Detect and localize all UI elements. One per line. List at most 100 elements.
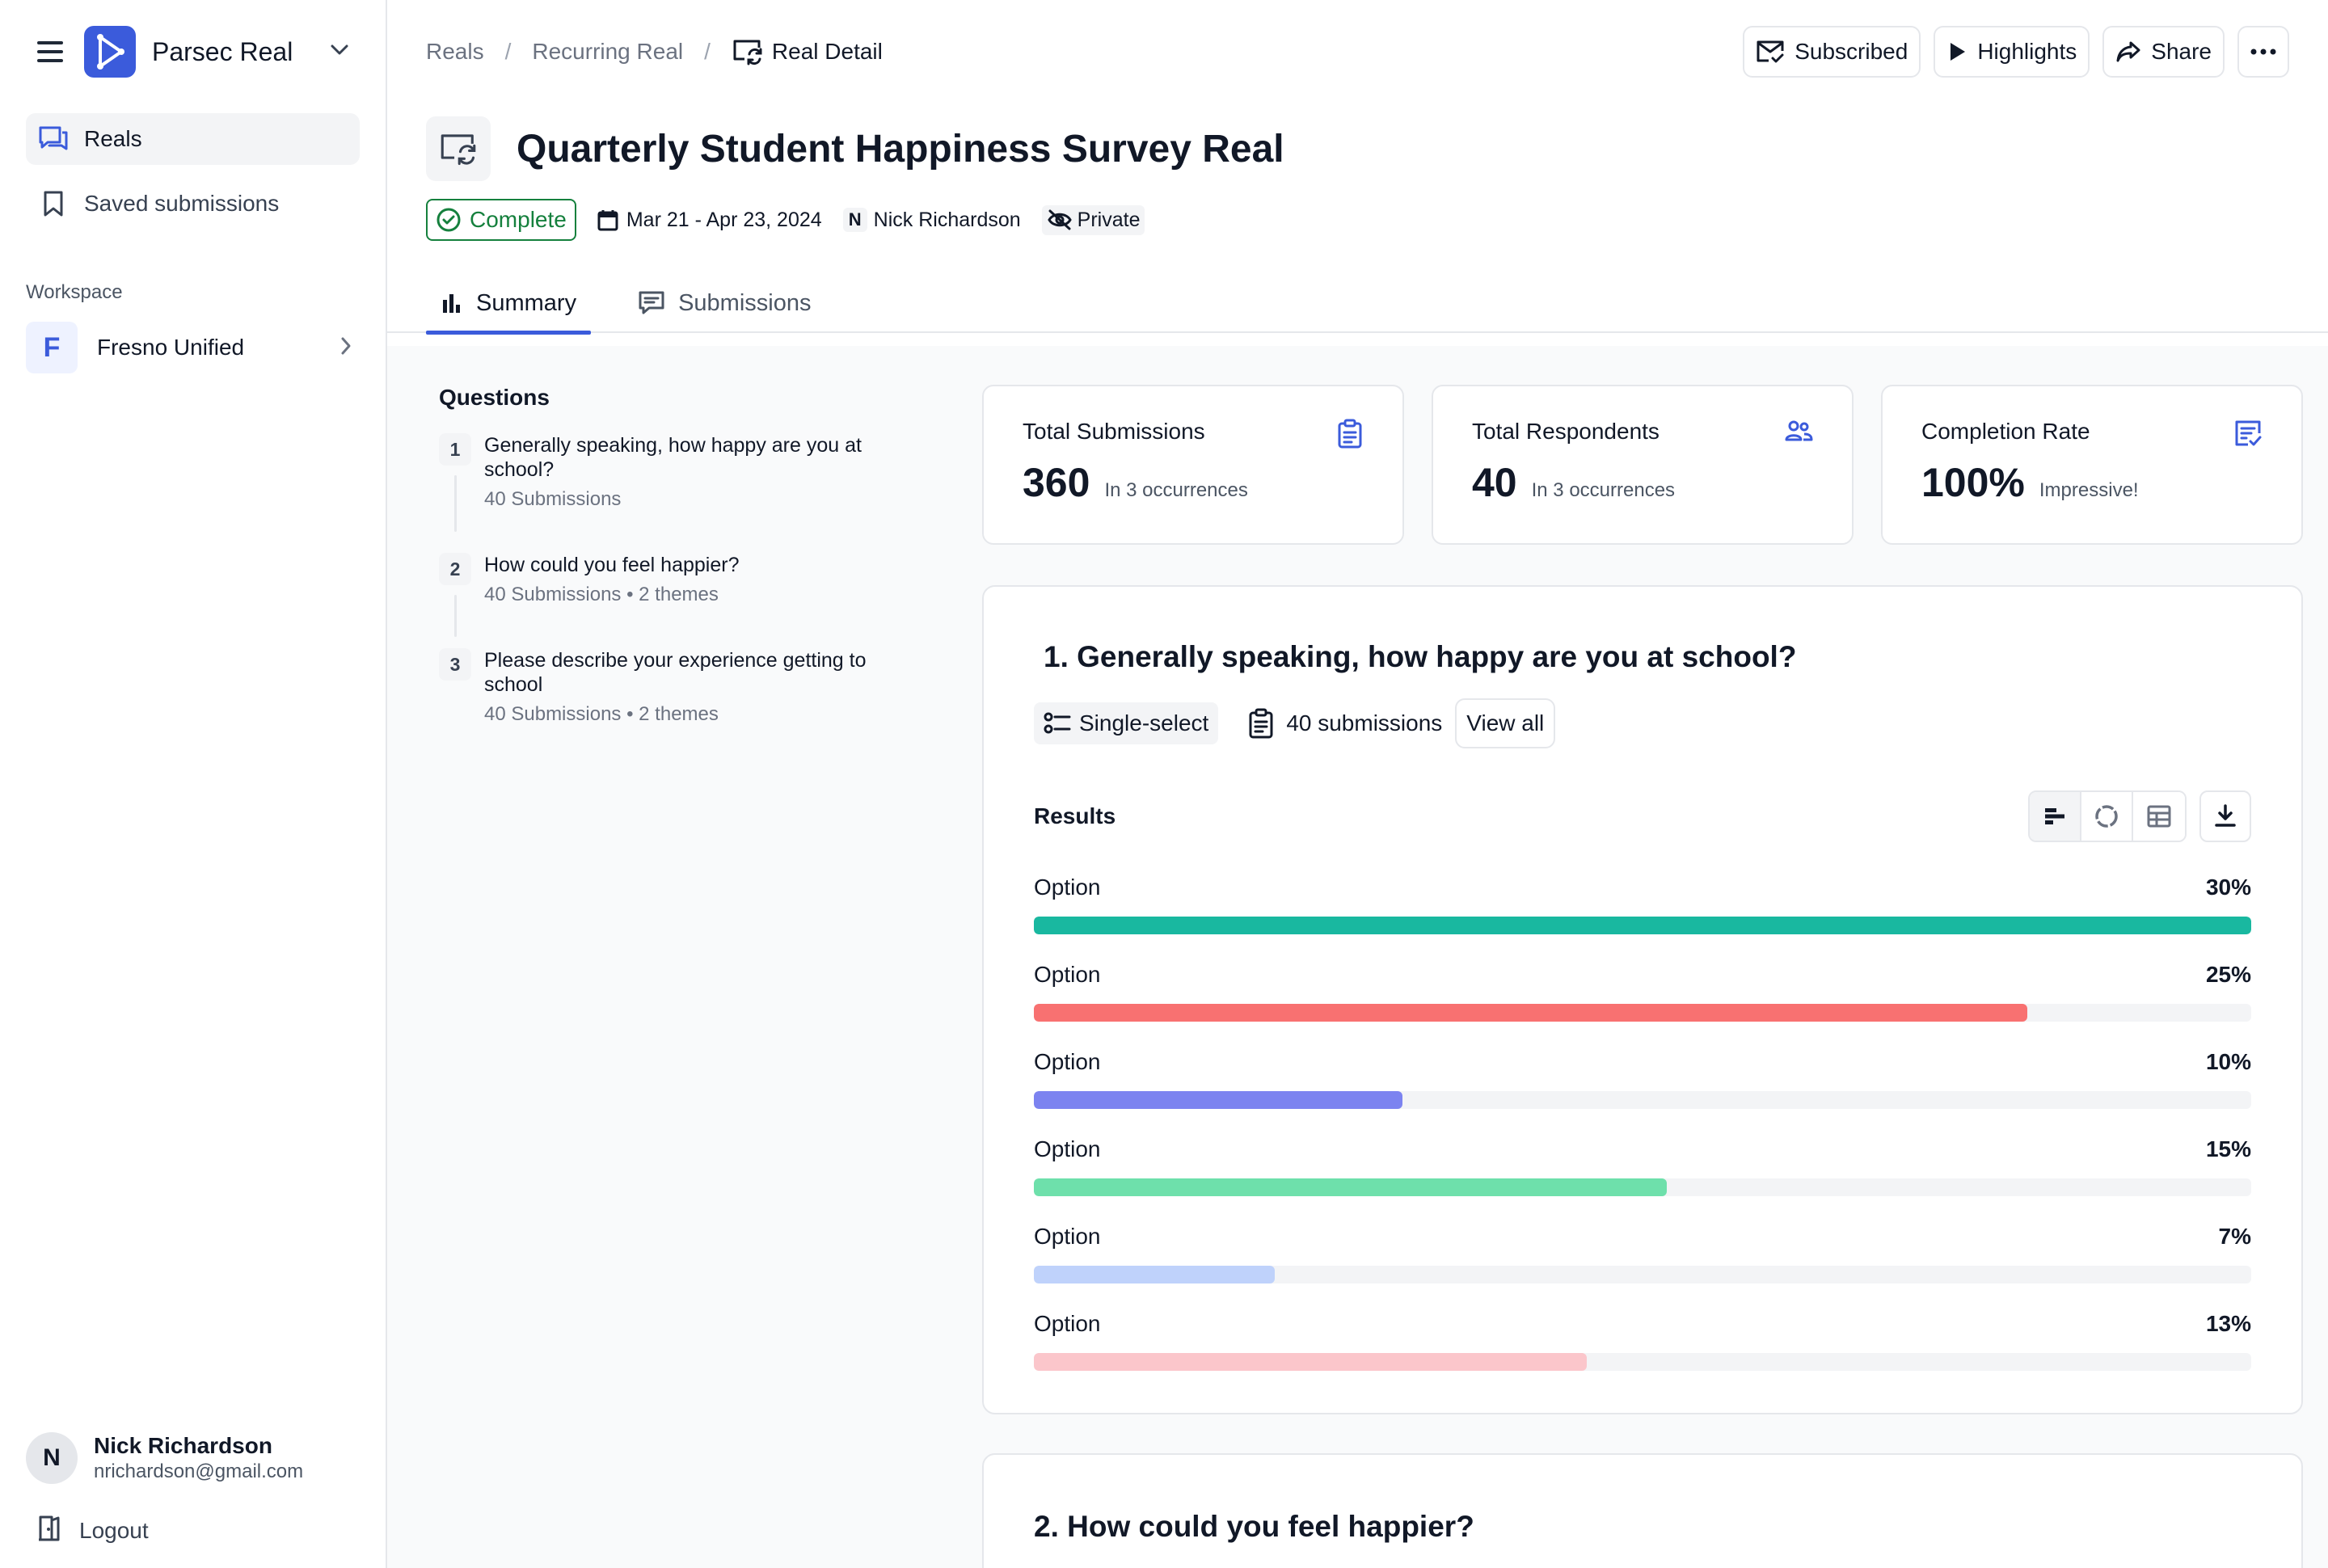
check-circle-icon [436,208,461,232]
share-icon [2116,41,2140,62]
questions-list: Questions 1 Generally speaking, how happ… [439,385,892,726]
stat-card-total-submissions: Total Submissions 360 In 3 occurrences [982,385,1404,545]
visibility-label: Private [1077,208,1141,231]
question-meta: 40 Submissions [484,488,622,510]
mail-check-icon [1757,40,1784,63]
owner-avatar: N [842,208,867,232]
subscribed-button[interactable]: Subscribed [1743,26,1921,78]
questions-heading: Questions [439,385,550,410]
download-icon [2215,804,2236,827]
bar-view-button[interactable] [2030,792,2081,841]
question-result-title: 1. Generally speaking, how happy are you… [1044,640,1797,673]
header-actions: Subscribed Highlights Share [1743,26,2289,78]
bar-option-label: Option [1034,962,1101,987]
bar-track [1034,1353,2251,1371]
breadcrumb: Reals / Recurring Real / Real Detail [426,38,883,65]
result-bar-row: Option 15% [1034,1119,2251,1206]
question-item-1[interactable]: 1 Generally speaking, how happy are you … [439,433,892,553]
recurring-screen-icon [426,116,491,181]
bar-track [1034,1004,2251,1022]
stat-value: 100% [1921,460,2025,505]
question-item-3[interactable]: 3 Please describe your experience gettin… [439,648,892,726]
question-number: 3 [439,648,471,681]
bar-fill [1034,1353,1587,1371]
question-connector [454,475,457,532]
share-button[interactable]: Share [2102,26,2225,78]
status-label: Complete [470,207,567,232]
user-name: Nick Richardson [94,1433,272,1458]
donut-chart-icon [2095,805,2118,828]
recurring-screen-icon [733,40,762,65]
summary-content: Questions 1 Generally speaking, how happ… [387,346,2328,1568]
page-meta: Complete Mar 21 - Apr 23, 2024 N Nick Ri… [426,199,2289,241]
bar-chart-icon [443,294,460,313]
breadcrumb-current-label: Real Detail [771,39,883,64]
page-title: Quarterly Student Happiness Survey Real [517,127,1284,171]
breadcrumb-item-recurring-real[interactable]: Recurring Real [532,39,684,64]
question-title: Please describe your experience getting … [484,649,867,696]
breadcrumb-item-reals[interactable]: Reals [426,39,484,64]
date-range: Mar 21 - Apr 23, 2024 [597,209,822,232]
bookmark-icon [37,188,70,220]
question-connector [454,595,457,637]
bar-fill [1034,1178,1668,1196]
share-label: Share [2151,39,2212,64]
bar-track [1034,1178,2251,1196]
tab-summary[interactable]: Summary [426,273,592,335]
bar-percent-label: 13% [2205,1311,2251,1336]
donut-view-button[interactable] [2081,792,2133,841]
tab-submissions[interactable]: Submissions [623,273,825,333]
results-label: Results [1034,803,1116,828]
highlights-label: Highlights [1977,39,2077,64]
stat-value: 360 [1023,460,1090,505]
more-options-button[interactable] [2237,26,2289,78]
question-number: 2 [439,553,471,585]
chevron-right-icon [340,336,352,360]
user-profile[interactable]: N Nick Richardson nrichardson@gmail.com [26,1432,303,1484]
stat-note: In 3 occurrences [1104,479,1248,501]
menu-icon[interactable] [37,41,63,62]
app-logo [84,26,136,78]
logout-icon [37,1514,61,1547]
app-name: Parsec Real [152,36,293,66]
question-item-2[interactable]: 2 How could you feel happier? 40 Submiss… [439,553,892,648]
bar-percent-label: 30% [2205,875,2251,900]
highlights-button[interactable]: Highlights [1934,26,2090,78]
bar-list-icon [2045,808,2064,824]
question-number: 1 [439,433,471,466]
bar-percent-label: 7% [2218,1224,2251,1249]
bar-track [1034,917,2251,934]
more-horizontal-icon [2250,48,2276,55]
bar-track [1034,1266,2251,1283]
sidebar-item-reals[interactable]: Reals [26,113,360,165]
stat-card-completion-rate: Completion Rate 100% Impressive! [1881,385,2303,545]
result-bar-row: Option 30% [1034,857,2251,944]
stat-label: Completion Rate [1921,419,2090,444]
logout-label: Logout [79,1517,149,1543]
workspace-item[interactable]: F Fresno Unified [26,322,360,373]
owner-name: Nick Richardson [873,208,1021,231]
logout-button[interactable]: Logout [37,1514,149,1547]
download-button[interactable] [2199,790,2251,842]
bar-option-label: Option [1034,875,1101,900]
submissions-count-label: 40 submissions [1286,710,1443,736]
stat-card-total-respondents: Total Respondents 40 In 3 occurrences [1432,385,1854,545]
workspace-heading: Workspace [26,281,123,303]
stats-row: Total Submissions 360 In 3 occurrences T… [982,385,2303,545]
user-email: nrichardson@gmail.com [94,1461,304,1482]
list-select-icon [1044,712,1071,734]
results-header: Results [1034,790,2251,842]
result-bar-row: Option 10% [1034,1031,2251,1119]
question-meta: 40 Submissions • 2 themes [484,584,719,605]
table-view-button[interactable] [2133,792,2185,841]
bar-track [1034,1091,2251,1109]
submissions-count: 40 submissions [1247,707,1442,740]
question-type-badge: Single-select [1034,702,1219,744]
bar-option-label: Option [1034,1224,1101,1249]
view-all-button[interactable]: View all [1455,698,1556,748]
chevron-down-icon[interactable] [331,44,348,60]
result-bar-row: Option 13% [1034,1293,2251,1380]
bar-option-label: Option [1034,1311,1101,1336]
sidebar-item-saved-submissions[interactable]: Saved submissions [26,178,360,230]
play-icon [1951,43,1966,61]
